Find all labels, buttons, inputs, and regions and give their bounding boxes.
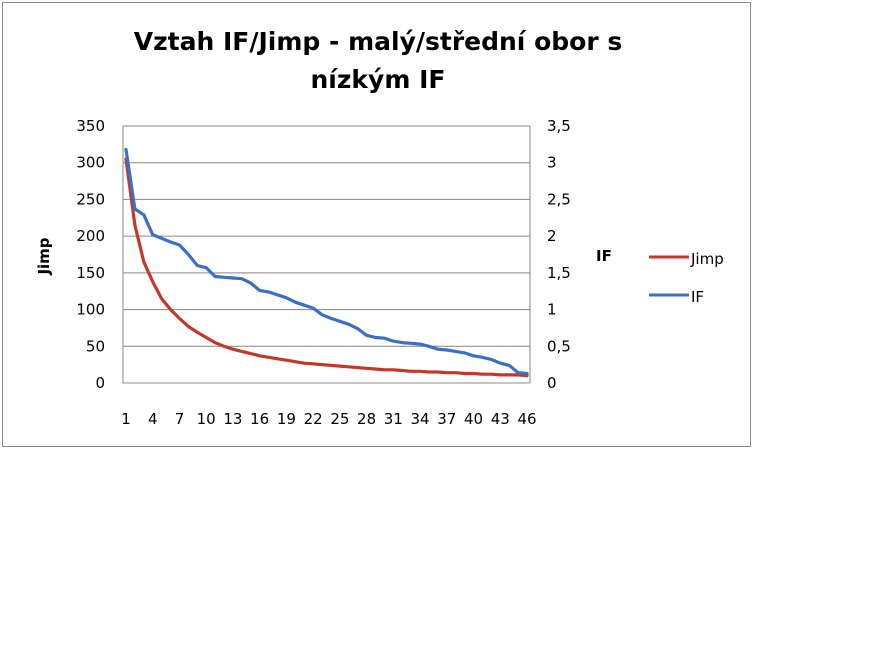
x-tick-label: 37	[437, 410, 456, 428]
right-tick-label: 2	[547, 227, 557, 245]
x-axis-ticks: 1 4 7 10 13 16 19 22 25 28 31 34 37 40 43 46	[121, 410, 536, 428]
left-tick-label: 300	[76, 154, 105, 172]
left-tick-label: 150	[76, 264, 105, 282]
x-tick-label: 31	[384, 410, 403, 428]
right-tick-label: 1,5	[547, 264, 571, 282]
chart-title-line-2: nízkým IF	[311, 65, 446, 94]
x-tick-label: 28	[357, 410, 376, 428]
x-tick-label: 43	[491, 410, 510, 428]
x-tick-label: 34	[411, 410, 430, 428]
x-tick-label: 19	[277, 410, 296, 428]
right-tick-label: 3,5	[547, 117, 571, 135]
series-line-jimp	[124, 157, 529, 378]
gridlines	[122, 125, 531, 384]
x-tick-label: 13	[223, 410, 242, 428]
chart-title-line-1: Vztah IF/Jimp - malý/střední obor s	[134, 27, 623, 56]
left-axis-title: Jimp	[35, 237, 53, 275]
x-tick-label: 40	[464, 410, 483, 428]
x-tick-label: 10	[197, 410, 216, 428]
right-tick-label: 2,5	[547, 190, 571, 208]
x-tick-label: 7	[175, 410, 185, 428]
legend-label-if: IF	[691, 288, 704, 306]
right-axis-title: IF	[596, 247, 612, 265]
right-tick-label: 0,5	[547, 337, 571, 355]
x-tick-label: 46	[517, 410, 536, 428]
legend: Jimp IF	[649, 250, 724, 306]
line-chart: Vztah IF/Jimp - malý/střední obor s nízk…	[35, 27, 724, 428]
x-tick-label: 1	[121, 410, 131, 428]
left-tick-label: 250	[76, 190, 105, 208]
right-tick-label: 0	[547, 374, 557, 392]
x-tick-label: 4	[148, 410, 158, 428]
left-tick-label: 0	[95, 374, 105, 392]
x-tick-label: 16	[250, 410, 269, 428]
series-lines	[124, 147, 529, 378]
left-axis-ticks: 0 50 100 150 200 250 300 350	[76, 117, 105, 392]
right-tick-label: 1	[547, 301, 557, 319]
chart-frame: Vztah IF/Jimp - malý/střední obor s nízk…	[2, 2, 751, 447]
x-tick-label: 25	[330, 410, 349, 428]
x-tick-label: 22	[304, 410, 323, 428]
left-tick-label: 100	[76, 301, 105, 319]
legend-label-jimp: Jimp	[690, 250, 724, 268]
right-axis-ticks: 0 0,5 1 1,5 2 2,5 3 3,5	[547, 117, 571, 392]
right-tick-label: 3	[547, 154, 557, 172]
left-tick-label: 350	[76, 117, 105, 135]
series-line-if	[124, 147, 529, 376]
left-tick-label: 50	[86, 337, 105, 355]
left-tick-label: 200	[76, 227, 105, 245]
